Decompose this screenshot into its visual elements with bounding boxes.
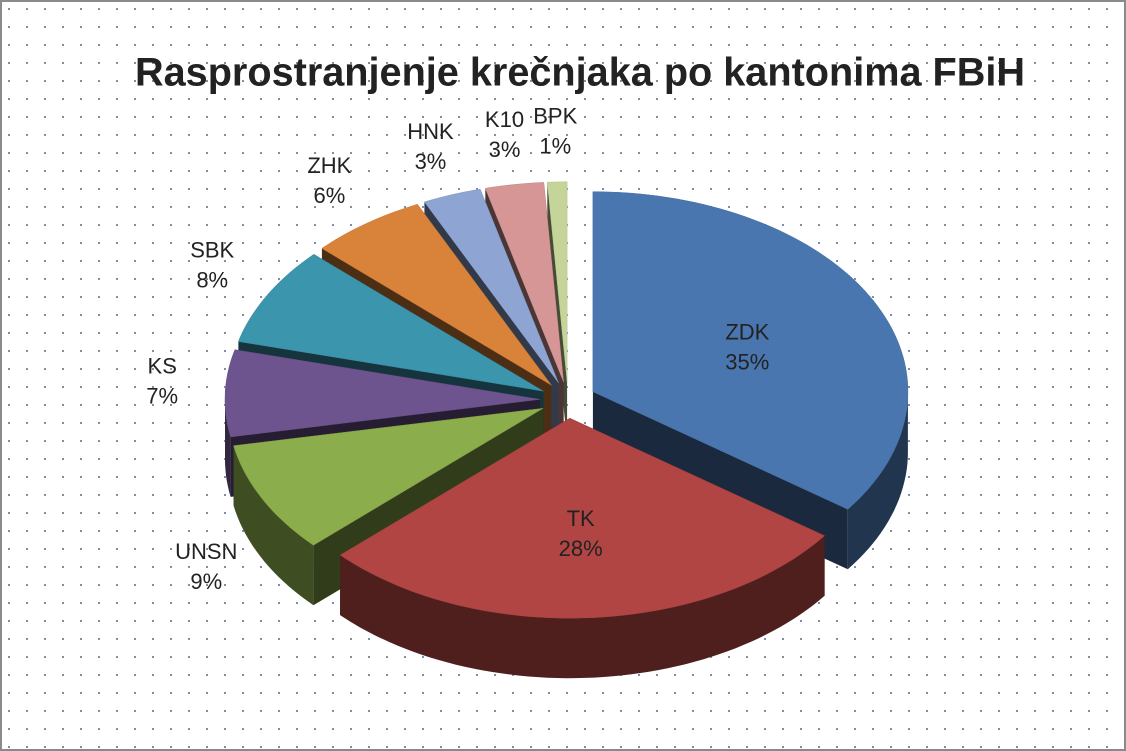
chart-title: Rasprostranjenje krečnjaka po kantonima …	[135, 51, 1025, 95]
slice-side	[233, 445, 314, 606]
slice-top	[547, 181, 568, 382]
data-label-value: 3%	[415, 149, 447, 174]
data-label-category: UNSN	[175, 539, 237, 564]
slice-top	[339, 417, 826, 619]
data-label-category: BPK	[533, 104, 577, 129]
data-label-value: 8%	[196, 267, 228, 292]
pie-slice	[339, 417, 826, 679]
slice-top	[321, 204, 552, 386]
slice-top	[224, 349, 541, 438]
data-label-value: 1%	[539, 134, 571, 159]
slice-top	[484, 182, 564, 383]
data-label-value: 3%	[489, 137, 521, 162]
slice-side	[847, 391, 908, 570]
slice-side	[340, 535, 825, 679]
data-label-value: 9%	[190, 569, 222, 594]
data-label-category: ZHK	[307, 153, 351, 178]
data-label-value: 7%	[146, 384, 178, 409]
data-label-category: KS	[148, 354, 177, 379]
data-label-category: ZDK	[725, 320, 769, 345]
data-label-category: SBK	[190, 237, 234, 262]
slice-top	[423, 188, 559, 384]
data-label-category: HNK	[407, 119, 454, 144]
slice-side	[225, 399, 231, 497]
slice-top	[238, 254, 544, 392]
slice-top	[233, 408, 544, 546]
data-label-category: K10	[485, 107, 524, 132]
data-label-value: 35%	[725, 350, 769, 375]
data-label-value: 28%	[559, 536, 603, 561]
data-label-category: TK	[567, 506, 595, 531]
slice-top	[592, 191, 909, 510]
data-label-value: 6%	[313, 183, 345, 208]
